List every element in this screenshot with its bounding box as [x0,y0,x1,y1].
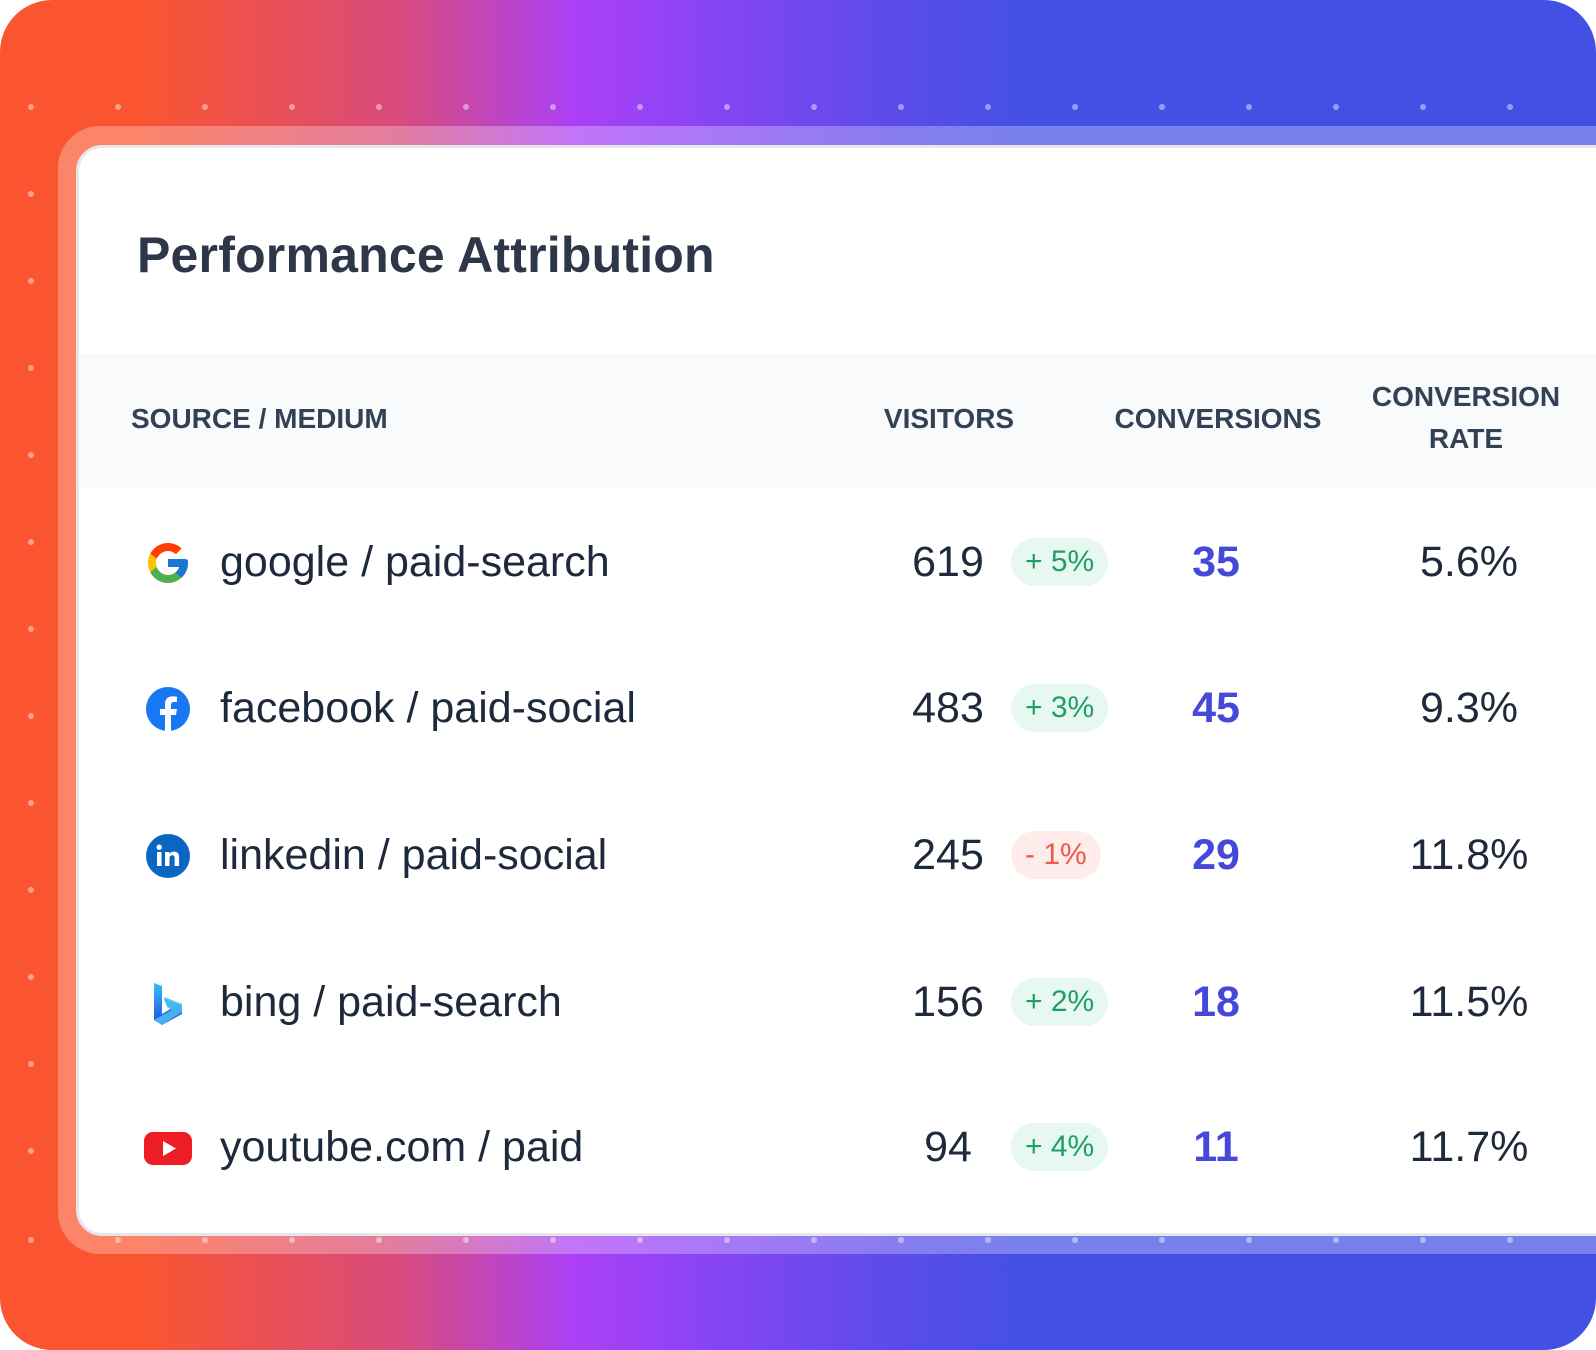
bing-icon [144,979,192,1027]
conversion-rate-value: 11.5% [1409,978,1529,1026]
visitors-value: 245 [912,831,984,879]
visitors-value: 619 [912,538,984,586]
decorative-dot [289,1237,295,1243]
visitors-value: 483 [912,684,984,732]
table-row[interactable]: facebook / paid-social 483 + 3% 45 9.3% [79,658,1596,758]
conversion-rate-value: 11.7% [1409,1123,1529,1171]
decorative-dot [28,1148,34,1154]
decorative-dot [463,1237,469,1243]
decorative-dot [1420,104,1426,110]
decorative-dot [1072,104,1078,110]
decorative-dot [28,713,34,719]
google-icon [144,539,192,587]
source-medium[interactable]: facebook / paid-social [220,684,636,732]
table-header: SOURCE / MEDIUM VISITORS CONVERSIONS CON… [79,354,1596,488]
decorative-dot [1333,104,1339,110]
column-header-conversions[interactable]: CONVERSIONS [1114,403,1322,434]
decorative-dot [28,1061,34,1067]
visitors-value: 94 [924,1123,972,1171]
page-title: Performance Attribution [137,227,715,283]
conversion-rate-value: 9.3% [1419,684,1518,732]
facebook-icon [144,685,192,733]
decorative-dot [202,1237,208,1243]
youtube-icon [144,1124,192,1172]
change-badge: + 4% [1011,1123,1109,1171]
decorative-dot [898,1237,904,1243]
conversion-rate-value: 11.8% [1409,831,1529,879]
decorative-dot [28,539,34,545]
decorative-dot [1507,104,1513,110]
decorative-dot [28,626,34,632]
source-medium[interactable]: bing / paid-search [220,978,562,1026]
decorative-dot [376,104,382,110]
decorative-dot [28,974,34,980]
decorative-dot [724,104,730,110]
decorative-dot [985,1237,991,1243]
decorative-dot [550,104,556,110]
decorative-dot [28,278,34,284]
decorative-dot [811,1237,817,1243]
decorative-dot [115,1237,121,1243]
decorative-dot [28,104,34,110]
decorative-dot [985,104,991,110]
decorative-dot [28,452,34,458]
decorative-dot [898,104,904,110]
decorative-dot [637,104,643,110]
column-header-rate-line2: RATE [1428,423,1504,454]
change-badge: + 2% [1011,978,1109,1026]
conversions-value: 45 [1192,684,1240,732]
column-header-visitors[interactable]: VISITORS [883,403,1015,434]
conversions-value: 29 [1192,831,1240,879]
table-row[interactable]: linkedin / paid-social 245 - 1% 29 11.8% [79,805,1596,905]
decorative-dot [811,104,817,110]
decorative-dot [115,104,121,110]
source-medium[interactable]: google / paid-search [220,538,610,586]
linkedin-icon [144,832,192,880]
decorative-dot [28,887,34,893]
conversion-rate-value: 5.6% [1419,538,1518,586]
decorative-dot [1159,1237,1165,1243]
decorative-dot [289,104,295,110]
decorative-dot [637,1237,643,1243]
decorative-dot [1072,1237,1078,1243]
change-badge: + 5% [1011,538,1109,586]
decorative-dot [1246,1237,1252,1243]
change-badge: - 1% [1011,831,1101,879]
decorative-dot [1246,104,1252,110]
source-medium[interactable]: youtube.com / paid [220,1123,584,1171]
source-medium[interactable]: linkedin / paid-social [220,831,608,879]
decorative-dot [724,1237,730,1243]
decorative-dot [1333,1237,1339,1243]
column-header-rate-line1: CONVERSION [1371,381,1561,412]
conversions-value: 11 [1193,1123,1239,1171]
decorative-dot [28,1237,34,1243]
decorative-dot [1420,1237,1426,1243]
change-badge: + 3% [1011,684,1109,732]
decorative-dot [1507,1237,1513,1243]
decorative-dot [463,104,469,110]
decorative-dot [550,1237,556,1243]
table-row[interactable]: youtube.com / paid 94 + 4% 11 11.7% [79,1097,1596,1197]
column-header-conversion-rate[interactable]: CONVERSION RATE [1341,376,1591,460]
column-header-source[interactable]: SOURCE / MEDIUM [131,403,388,434]
decorative-dot [1159,104,1165,110]
conversions-value: 35 [1192,538,1240,586]
conversions-value: 18 [1192,978,1240,1026]
table-row[interactable]: bing / paid-search 156 + 2% 18 11.5% [79,952,1596,1052]
decorative-dot [376,1237,382,1243]
visitors-value: 156 [912,978,984,1026]
decorative-dot [28,191,34,197]
performance-attribution-card: Performance Attribution SOURCE / MEDIUM … [76,145,1596,1236]
decorative-dot [28,800,34,806]
decorative-dot [202,104,208,110]
table-row[interactable]: google / paid-search 619 + 5% 35 5.6% [79,512,1596,612]
decorative-dot [28,365,34,371]
